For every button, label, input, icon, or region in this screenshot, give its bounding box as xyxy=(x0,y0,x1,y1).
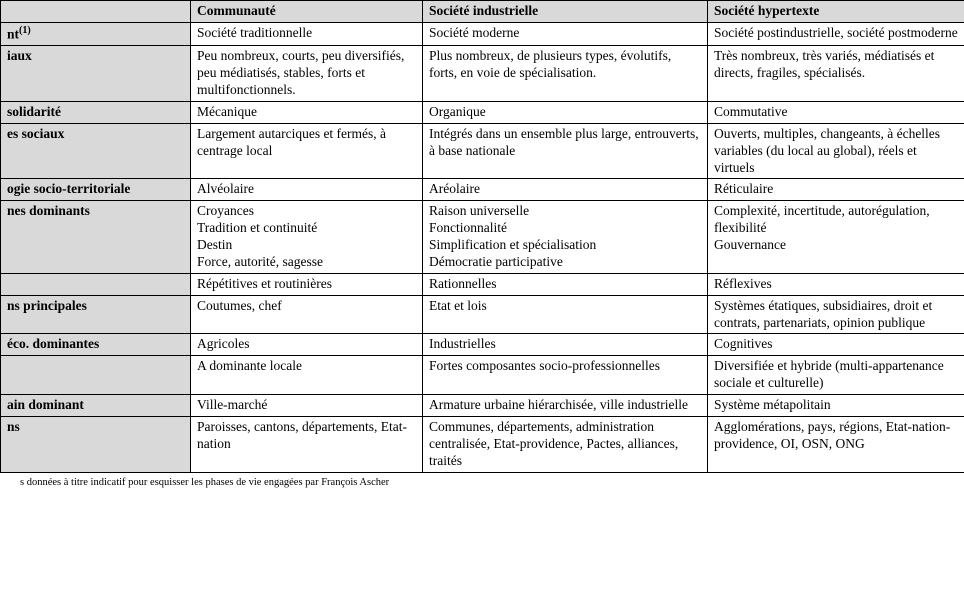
cell: A dominante locale xyxy=(191,356,423,395)
row-label: nes dominants xyxy=(1,201,191,274)
cell: Aréolaire xyxy=(423,179,708,201)
row-label xyxy=(1,356,191,395)
row-label: nt(1) xyxy=(1,22,191,45)
cell: Société moderne xyxy=(423,22,708,45)
cell: Mécanique xyxy=(191,101,423,123)
header-col-societe-hypertexte: Société hypertexte xyxy=(708,1,964,23)
cell: CroyancesTradition et continuitéDestinFo… xyxy=(191,201,423,274)
table-row: ns principales Coutumes, chef Etat et lo… xyxy=(1,295,964,334)
row-label: éco. dominantes xyxy=(1,334,191,356)
table-header-row: Communauté Société industrielle Société … xyxy=(1,1,964,23)
cell: Société postindustrielle, société postmo… xyxy=(708,22,964,45)
cell: Répétitives et routinières xyxy=(191,273,423,295)
row-label: solidarité xyxy=(1,101,191,123)
cell: Industrielles xyxy=(423,334,708,356)
cell: Ouverts, multiples, changeants, à échell… xyxy=(708,123,964,179)
cell: Plus nombreux, de plusieurs types, évolu… xyxy=(423,46,708,102)
row-label xyxy=(1,273,191,295)
table-row: es sociaux Largement autarciques et ferm… xyxy=(1,123,964,179)
row-label: es sociaux xyxy=(1,123,191,179)
cell: Rationnelles xyxy=(423,273,708,295)
header-col-communaute: Communauté xyxy=(191,1,423,23)
table-row: A dominante locale Fortes composantes so… xyxy=(1,356,964,395)
row-label-prefix: nt xyxy=(7,26,19,41)
row-label: iaux xyxy=(1,46,191,102)
row-label: ns xyxy=(1,416,191,472)
cell: Paroisses, cantons, départements, Etat-n… xyxy=(191,416,423,472)
table-row: ns Paroisses, cantons, départements, Eta… xyxy=(1,416,964,472)
cell: Société traditionnelle xyxy=(191,22,423,45)
table-row: iaux Peu nombreux, courts, peu diversifi… xyxy=(1,46,964,102)
cell: Très nombreux, très variés, médiatisés e… xyxy=(708,46,964,102)
cell: Peu nombreux, courts, peu diversifiés, p… xyxy=(191,46,423,102)
cell: Organique xyxy=(423,101,708,123)
cell: Cognitives xyxy=(708,334,964,356)
cell: Agricoles xyxy=(191,334,423,356)
table-row: solidarité Mécanique Organique Commutati… xyxy=(1,101,964,123)
table-row: ain dominant Ville-marché Armature urbai… xyxy=(1,395,964,417)
cell: Diversifiée et hybride (multi-appartenan… xyxy=(708,356,964,395)
cell: Alvéolaire xyxy=(191,179,423,201)
cell: Commutative xyxy=(708,101,964,123)
cell: Réticulaire xyxy=(708,179,964,201)
cell: Largement autarciques et fermés, à centr… xyxy=(191,123,423,179)
header-blank xyxy=(1,1,191,23)
table-row: ogie socio-territoriale Alvéolaire Aréol… xyxy=(1,179,964,201)
cell: Complexité, incertitude, autorégulation,… xyxy=(708,201,964,274)
table-row: nes dominants CroyancesTradition et cont… xyxy=(1,201,964,274)
footnote-text: s données à titre indicatif pour esquiss… xyxy=(0,473,964,488)
comparison-table: Communauté Société industrielle Société … xyxy=(0,0,964,473)
cell: Systèmes étatiques, subsidiaires, droit … xyxy=(708,295,964,334)
cell: Etat et lois xyxy=(423,295,708,334)
row-label: ogie socio-territoriale xyxy=(1,179,191,201)
row-label: ns principales xyxy=(1,295,191,334)
row-label-sup: (1) xyxy=(19,25,31,36)
cell: Coutumes, chef xyxy=(191,295,423,334)
cell: Raison universelleFonctionnalitéSimplifi… xyxy=(423,201,708,274)
table-row: Répétitives et routinières Rationnelles … xyxy=(1,273,964,295)
row-label: ain dominant xyxy=(1,395,191,417)
table-row: éco. dominantes Agricoles Industrielles … xyxy=(1,334,964,356)
cell: Armature urbaine hiérarchisée, ville ind… xyxy=(423,395,708,417)
cell: Ville-marché xyxy=(191,395,423,417)
cell: Agglomérations, pays, régions, Etat-nati… xyxy=(708,416,964,472)
cell: Réflexives xyxy=(708,273,964,295)
header-col-societe-industrielle: Société industrielle xyxy=(423,1,708,23)
cell: Intégrés dans un ensemble plus large, en… xyxy=(423,123,708,179)
table-body: nt(1) Société traditionnelle Société mod… xyxy=(1,22,964,472)
table-row: nt(1) Société traditionnelle Société mod… xyxy=(1,22,964,45)
cell: Communes, départements, administration c… xyxy=(423,416,708,472)
cell: Système métapolitain xyxy=(708,395,964,417)
cell: Fortes composantes socio-professionnelle… xyxy=(423,356,708,395)
